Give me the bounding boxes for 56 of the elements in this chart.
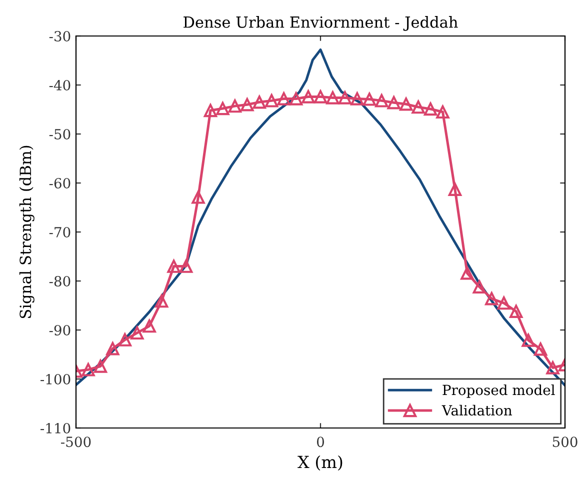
point xyxy=(314,90,328,104)
y-tick-label: -100 xyxy=(40,374,70,384)
point xyxy=(412,100,425,114)
legend-label: Validation xyxy=(442,404,512,416)
y-axis-title: Signal Strength (dBm) xyxy=(19,146,34,318)
point xyxy=(399,98,413,111)
x-tick-label: 0 xyxy=(316,436,324,448)
x-tick-label: -500 xyxy=(61,436,91,448)
y-tick-label: -70 xyxy=(49,226,70,238)
point xyxy=(302,90,315,104)
point xyxy=(142,319,156,333)
point xyxy=(510,304,523,318)
point xyxy=(534,342,548,356)
point xyxy=(362,92,376,106)
point xyxy=(228,99,242,113)
point xyxy=(522,334,535,347)
point xyxy=(289,92,303,106)
point xyxy=(82,363,95,376)
point xyxy=(252,96,266,109)
point xyxy=(350,92,364,106)
y-tick-label: -60 xyxy=(49,178,70,188)
point xyxy=(106,342,120,356)
y-tick-label: -40 xyxy=(49,80,70,90)
point xyxy=(216,102,230,116)
point xyxy=(375,94,388,108)
point xyxy=(485,292,498,306)
point xyxy=(167,260,180,273)
y-tick-label: -30 xyxy=(49,30,70,42)
point xyxy=(192,190,205,204)
point xyxy=(448,182,462,196)
point xyxy=(338,91,352,104)
point xyxy=(265,94,278,108)
point xyxy=(154,294,168,308)
legend-label: Proposed model xyxy=(442,384,555,398)
point xyxy=(204,104,218,118)
y-tick-label: -80 xyxy=(49,276,70,286)
point xyxy=(118,333,132,346)
point xyxy=(424,102,438,116)
point xyxy=(472,280,486,294)
point xyxy=(94,360,108,373)
x-axis-title: X (m) xyxy=(298,455,342,471)
point xyxy=(179,260,193,273)
point xyxy=(497,296,510,310)
point xyxy=(436,105,450,119)
y-tick-label: -110 xyxy=(40,422,70,434)
point xyxy=(277,92,290,106)
point xyxy=(387,96,400,110)
point xyxy=(130,326,144,340)
point xyxy=(326,91,340,104)
y-tick-label: -50 xyxy=(49,128,70,140)
y-tick-label: -90 xyxy=(49,324,70,336)
chart-title: Dense Urban Enviornment - Jeddah xyxy=(184,16,458,31)
point xyxy=(460,266,474,280)
point xyxy=(240,98,254,112)
point xyxy=(546,361,560,374)
x-tick-label: 500 xyxy=(552,436,578,448)
